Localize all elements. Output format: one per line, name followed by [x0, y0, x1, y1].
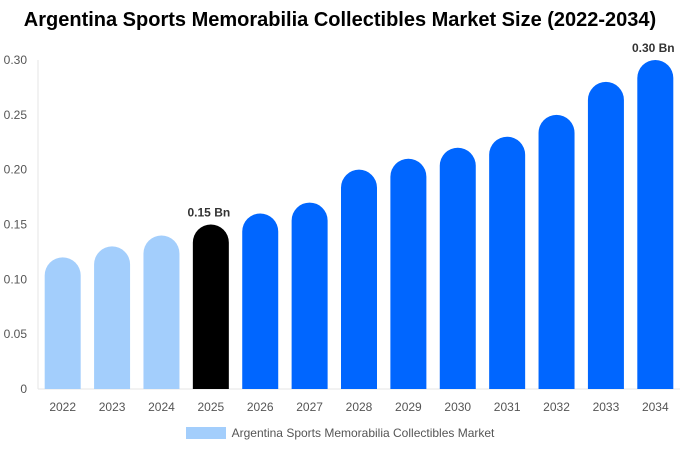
bar: [242, 213, 279, 389]
bar: [94, 246, 131, 389]
bar: [489, 136, 526, 389]
legend: Argentina Sports Memorabilia Collectible…: [0, 426, 680, 440]
x-tick-label: 2026: [247, 400, 274, 414]
bar: [439, 147, 476, 389]
bar: [291, 202, 328, 389]
chart-title: Argentina Sports Memorabilia Collectible…: [23, 9, 657, 31]
bar: [538, 114, 575, 389]
y-tick-label: 0.05: [4, 327, 28, 341]
bar: [637, 60, 674, 390]
x-tick-label: 2024: [148, 400, 175, 414]
bar: [587, 81, 624, 389]
x-tick-label: 2032: [543, 400, 570, 414]
x-tick-label: 2027: [296, 400, 323, 414]
y-tick-label: 0.10: [4, 272, 28, 286]
data-label: 0.15 Bn: [188, 206, 231, 220]
x-tick-label: 2029: [395, 400, 422, 414]
bar: [341, 169, 377, 389]
bar: [390, 158, 427, 389]
x-tick-label: 2022: [49, 400, 76, 414]
x-tick-label: 2028: [346, 400, 373, 414]
y-tick-label: 0.20: [4, 163, 28, 177]
legend-label: Argentina Sports Memorabilia Collectible…: [231, 426, 495, 440]
x-tick-label: 2023: [99, 400, 126, 414]
y-tick-label: 0: [20, 382, 27, 396]
y-tick-label: 0.30: [4, 53, 28, 67]
x-tick-label: 2034: [642, 400, 669, 414]
bar: [143, 235, 180, 389]
legend-swatch: [185, 427, 226, 439]
y-tick-label: 0.25: [4, 108, 28, 122]
bar: [44, 257, 81, 389]
data-label: 0.30 Bn: [632, 41, 675, 55]
bar: [192, 224, 229, 389]
x-tick-label: 2030: [444, 400, 471, 414]
x-tick-label: 2033: [593, 400, 620, 414]
y-tick-label: 0.15: [4, 218, 28, 232]
x-tick-label: 2031: [494, 400, 521, 414]
x-tick-label: 2025: [197, 400, 224, 414]
